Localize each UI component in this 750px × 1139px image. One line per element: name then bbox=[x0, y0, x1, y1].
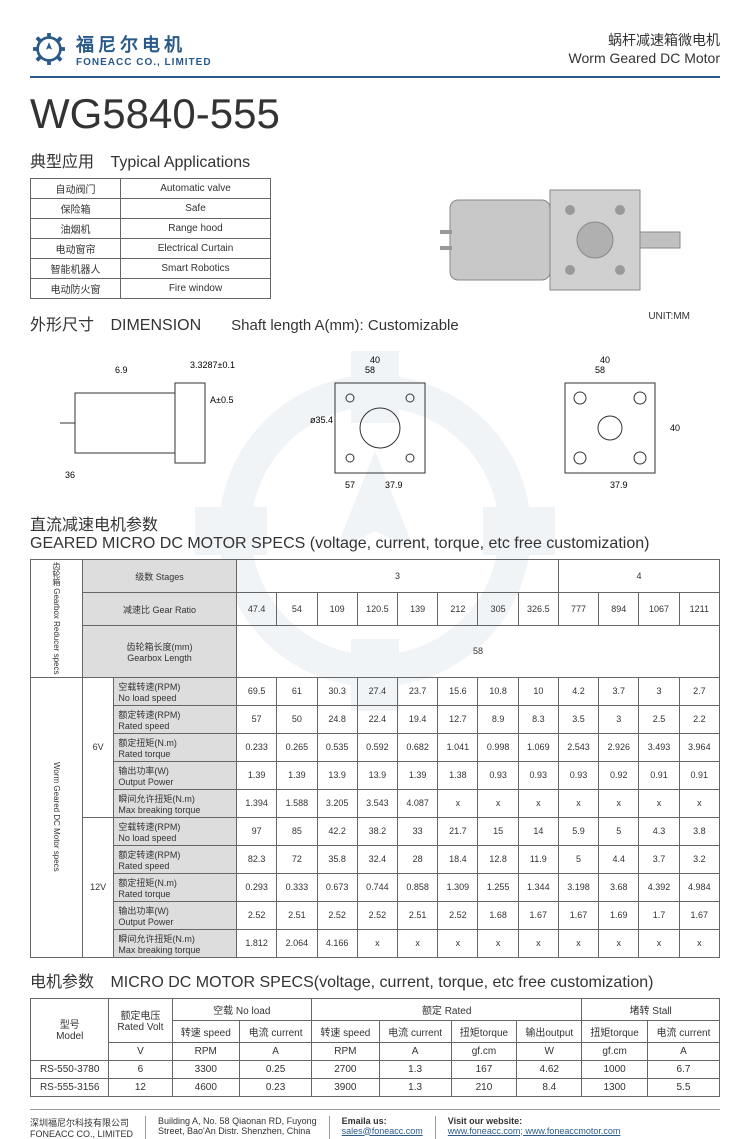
logo-text-cn: 福尼尔电机 bbox=[76, 31, 212, 57]
svg-text:6.9: 6.9 bbox=[115, 365, 128, 375]
logo-area: 福尼尔电机 FONEACC CO., LIMITED bbox=[30, 30, 212, 68]
app-en: Electrical Curtain bbox=[121, 239, 271, 259]
app-en: Fire window bbox=[121, 279, 271, 299]
footer: 深圳福尼尔科技有限公司 FONEACC CO., LIMITED Buildin… bbox=[30, 1109, 720, 1139]
svg-text:ø35.4: ø35.4 bbox=[310, 415, 333, 425]
app-en: Automatic valve bbox=[121, 179, 271, 199]
motor-specs-table: 型号Model额定电压Rated Volt空载 No load额定 Rated堵… bbox=[30, 998, 720, 1097]
svg-text:58: 58 bbox=[595, 365, 605, 375]
dimension-drawings: 6.9A±0.5363.3287±0.1 58405737.9ø35.4 584… bbox=[30, 343, 720, 503]
svg-text:3.3287±0.1: 3.3287±0.1 bbox=[190, 360, 235, 370]
geared-specs-table: 齿轮箱 Gearbox Reducer specs级数 Stages34减速比 … bbox=[30, 559, 720, 958]
product-title: WG5840-555 bbox=[30, 90, 720, 138]
app-cn: 智能机器人 bbox=[31, 259, 121, 279]
svg-text:58: 58 bbox=[365, 365, 375, 375]
app-en: Smart Robotics bbox=[121, 259, 271, 279]
gear-logo-icon bbox=[30, 30, 68, 68]
website-link[interactable]: www.foneacc.com; www.foneaccmotor.com bbox=[448, 1126, 621, 1136]
applications-table: 自动阀门Automatic valve保险箱Safe油烟机Range hood电… bbox=[30, 178, 271, 299]
app-cn: 电动窗帘 bbox=[31, 239, 121, 259]
motor-section-title: 电机参数 MICRO DC MOTOR SPECS(voltage, curre… bbox=[30, 968, 720, 992]
app-en: Range hood bbox=[121, 219, 271, 239]
svg-text:A±0.5: A±0.5 bbox=[210, 395, 233, 405]
unit-label: UNIT:MM bbox=[648, 311, 690, 322]
header-title-en: Worm Geared DC Motor bbox=[569, 50, 720, 66]
app-en: Safe bbox=[121, 199, 271, 219]
svg-text:37.9: 37.9 bbox=[385, 480, 403, 490]
app-cn: 电动防火窗 bbox=[31, 279, 121, 299]
motor-product-image bbox=[430, 140, 690, 330]
svg-text:37.9: 37.9 bbox=[610, 480, 628, 490]
logo-text-en: FONEACC CO., LIMITED bbox=[76, 57, 212, 68]
svg-text:36: 36 bbox=[65, 470, 75, 480]
app-cn: 油烟机 bbox=[31, 219, 121, 239]
header-title-cn: 蜗杆减速箱微电机 bbox=[569, 30, 720, 50]
svg-text:57: 57 bbox=[345, 480, 355, 490]
email-link[interactable]: sales@foneacc.com bbox=[342, 1126, 423, 1136]
header: 福尼尔电机 FONEACC CO., LIMITED 蜗杆减速箱微电机 Worm… bbox=[30, 30, 720, 78]
svg-text:40: 40 bbox=[370, 355, 380, 365]
geared-section-title: 直流减速电机参数 GEARED MICRO DC MOTOR SPECS (vo… bbox=[30, 511, 720, 553]
app-cn: 保险箱 bbox=[31, 199, 121, 219]
svg-text:40: 40 bbox=[600, 355, 610, 365]
svg-text:40: 40 bbox=[670, 423, 680, 433]
app-cn: 自动阀门 bbox=[31, 179, 121, 199]
